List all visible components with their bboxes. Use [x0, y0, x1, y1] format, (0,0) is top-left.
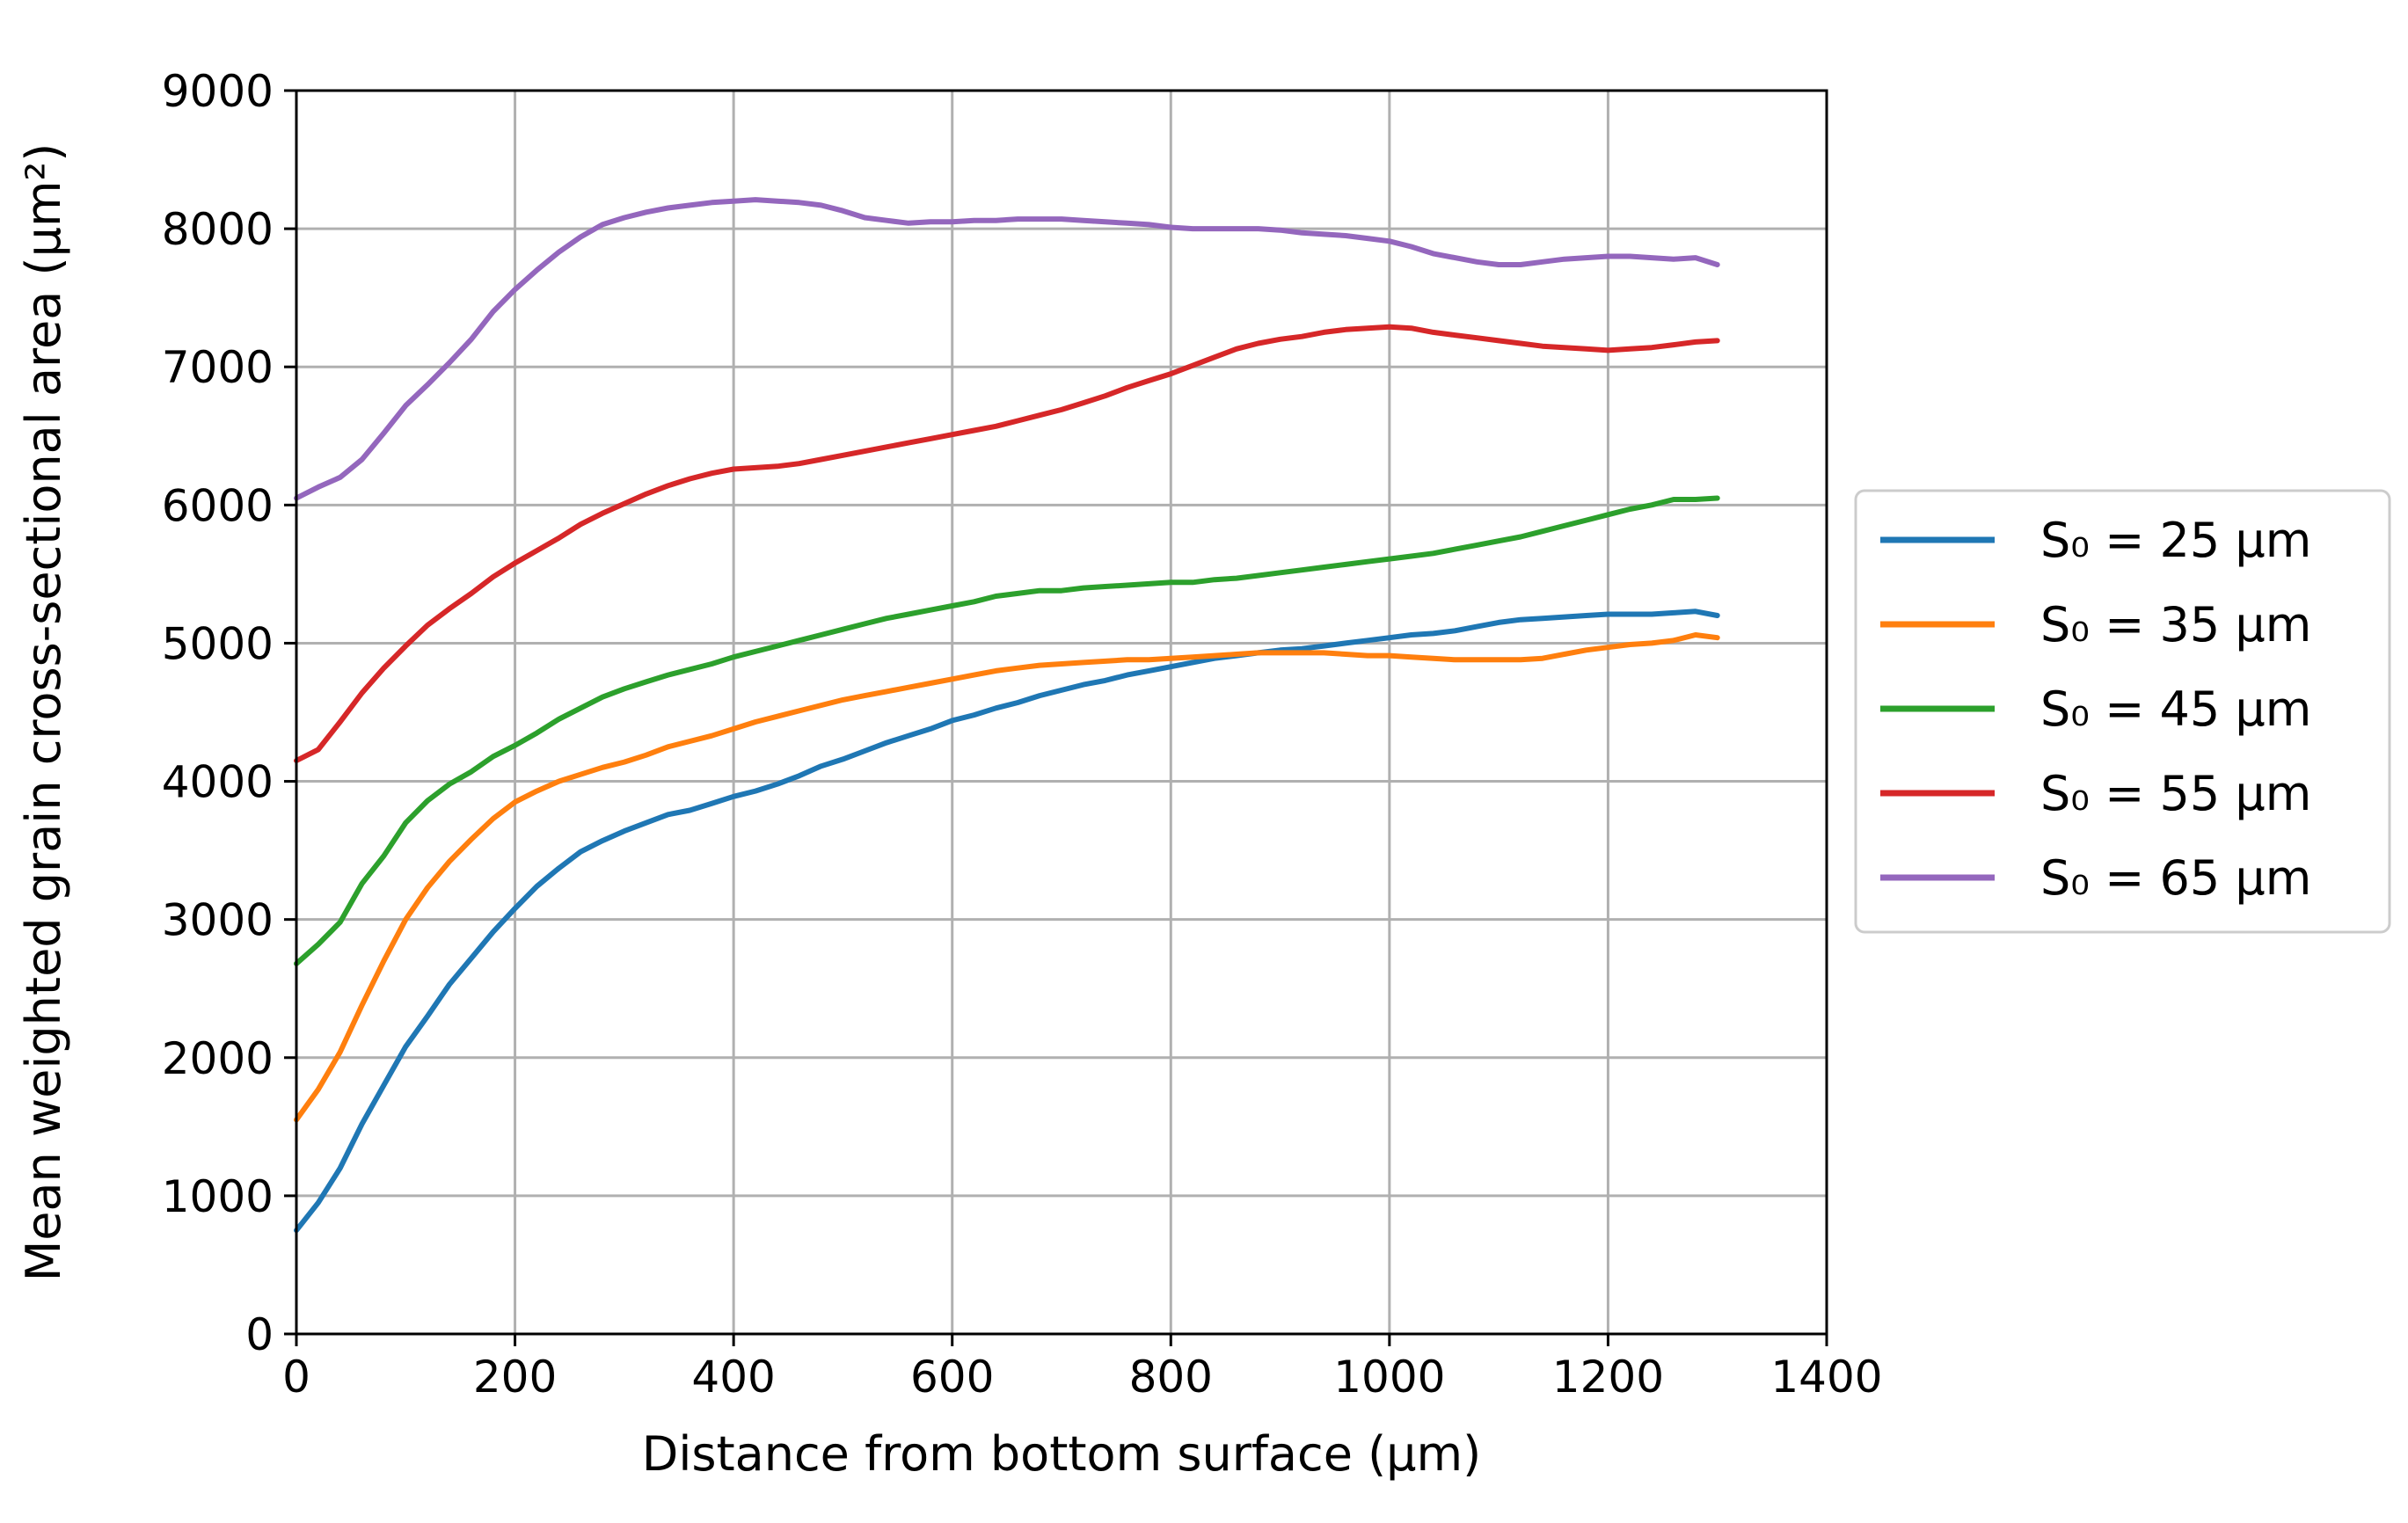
y-tick-label: 6000: [162, 480, 274, 531]
plot-frame: [295, 89, 1828, 1336]
x-tick-label: 400: [691, 1352, 775, 1403]
y-tick-label: 9000: [162, 66, 274, 117]
legend-entry: S₀ = 25 μm: [2040, 513, 2311, 568]
y-axis-label: Mean weighted grain cross-sectional area…: [16, 143, 71, 1282]
series-line-4: [294, 197, 1720, 501]
y-tick-label: 0: [245, 1309, 274, 1360]
x-tick-label: 600: [910, 1352, 994, 1403]
series-line-2: [294, 495, 1720, 966]
series-line-1: [294, 632, 1720, 1123]
y-tick-label: 1000: [162, 1171, 274, 1222]
legend-entry: S₀ = 65 μm: [2040, 850, 2311, 906]
legend-entry: S₀ = 55 μm: [2040, 766, 2311, 821]
y-tick-label: 3000: [162, 895, 274, 946]
x-axis: 0 200 400 600 800 1000 1200 1400: [282, 1334, 1883, 1403]
series-layer: [294, 197, 1720, 1234]
x-tick-label: 1400: [1770, 1352, 1882, 1403]
legend-entry: S₀ = 45 μm: [2040, 681, 2311, 737]
series-line-3: [294, 324, 1720, 763]
y-tick-label: 7000: [162, 342, 274, 393]
y-tick-label: 5000: [162, 618, 274, 669]
x-tick-label: 800: [1129, 1352, 1213, 1403]
y-tick-label: 4000: [162, 757, 274, 808]
y-tick-label: 8000: [162, 204, 274, 255]
legend-box: [1854, 489, 2391, 934]
x-tick-label: 1200: [1552, 1352, 1664, 1403]
x-tick-label: 200: [473, 1352, 557, 1403]
y-axis: 0 1000 2000 3000 4000 5000 6000 7000 8000 9000: [162, 66, 296, 1360]
legend: S₀ = 25 μm S₀ = 35 μm S₀ = 45 μm S₀ = 55 μm…: [1854, 489, 2391, 934]
legend-entry: S₀ = 35 μm: [2040, 597, 2311, 652]
y-tick-label: 2000: [162, 1033, 274, 1084]
x-axis-label: Distance from bottom surface (μm): [642, 1426, 1481, 1482]
x-tick-label: 1000: [1333, 1352, 1445, 1403]
x-tick-label: 0: [282, 1352, 310, 1403]
series-line-0: [294, 608, 1720, 1234]
